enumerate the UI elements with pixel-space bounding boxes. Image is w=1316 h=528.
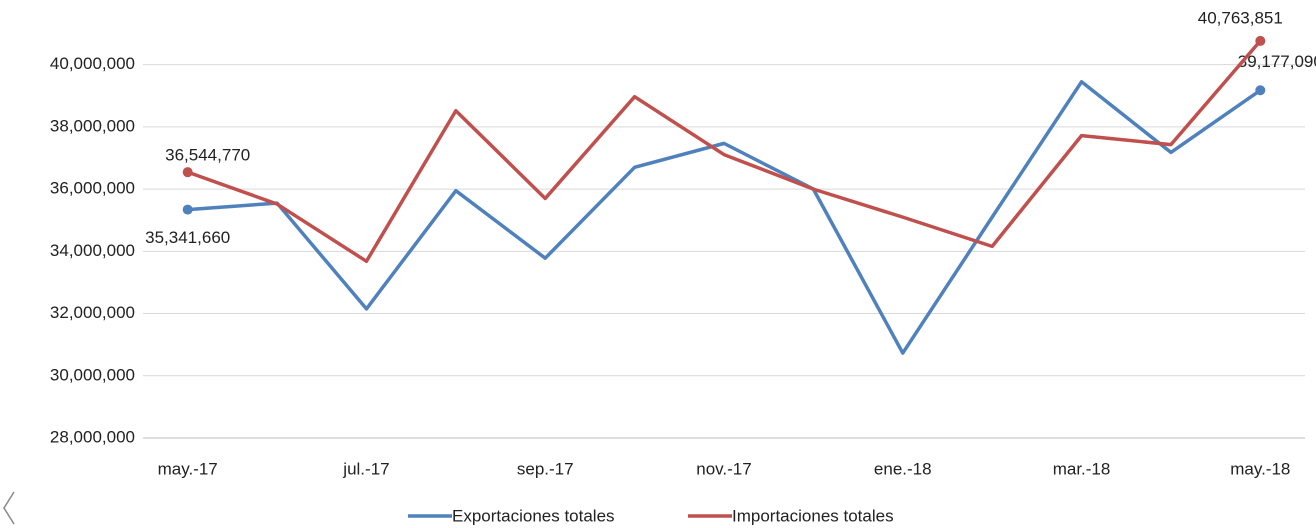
y-tick-label: 38,000,000: [50, 116, 135, 135]
x-tick-label: jul.-17: [342, 459, 389, 478]
data-label: 40,763,851: [1198, 8, 1283, 27]
y-tick-label: 32,000,000: [50, 303, 135, 322]
y-tick-label: 28,000,000: [50, 427, 135, 446]
series-line: [187, 80, 1262, 355]
x-tick-label: sep.-17: [517, 459, 574, 478]
y-tick-label: 36,000,000: [50, 179, 135, 198]
x-tick-label: mar.-18: [1053, 459, 1111, 478]
data-point: [182, 167, 193, 178]
data-label: 39,177,090: [1238, 52, 1316, 71]
data-point: [1255, 85, 1266, 96]
series-line: [187, 39, 1262, 264]
nav-chevron[interactable]: [3, 491, 15, 525]
x-tick-label: nov.-17: [696, 459, 751, 478]
y-tick-label: 40,000,000: [50, 54, 135, 73]
y-tick-label: 30,000,000: [50, 365, 135, 384]
data-point: [182, 204, 193, 215]
x-tick-label: ene.-18: [874, 459, 932, 478]
legend-label: Importaciones totales: [732, 506, 894, 525]
data-label: 36,544,770: [165, 146, 250, 165]
x-tick-label: may.-18: [1230, 459, 1290, 478]
x-tick-label: may.-17: [158, 459, 218, 478]
y-tick-label: 34,000,000: [50, 241, 135, 260]
data-point: [1255, 35, 1266, 46]
data-label: 35,341,660: [145, 228, 230, 247]
legend-label: Exportaciones totales: [452, 506, 615, 525]
